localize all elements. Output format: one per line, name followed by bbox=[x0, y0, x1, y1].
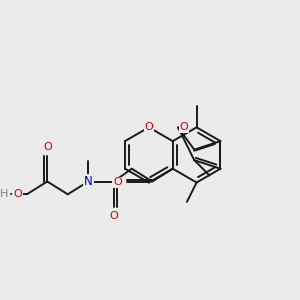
Text: O: O bbox=[110, 211, 118, 221]
Text: O: O bbox=[145, 122, 153, 132]
Text: O: O bbox=[180, 122, 188, 132]
Text: O: O bbox=[43, 142, 52, 152]
Text: N: N bbox=[84, 175, 93, 188]
Text: O: O bbox=[113, 178, 122, 188]
Text: H: H bbox=[0, 189, 8, 199]
Text: O: O bbox=[13, 189, 22, 199]
